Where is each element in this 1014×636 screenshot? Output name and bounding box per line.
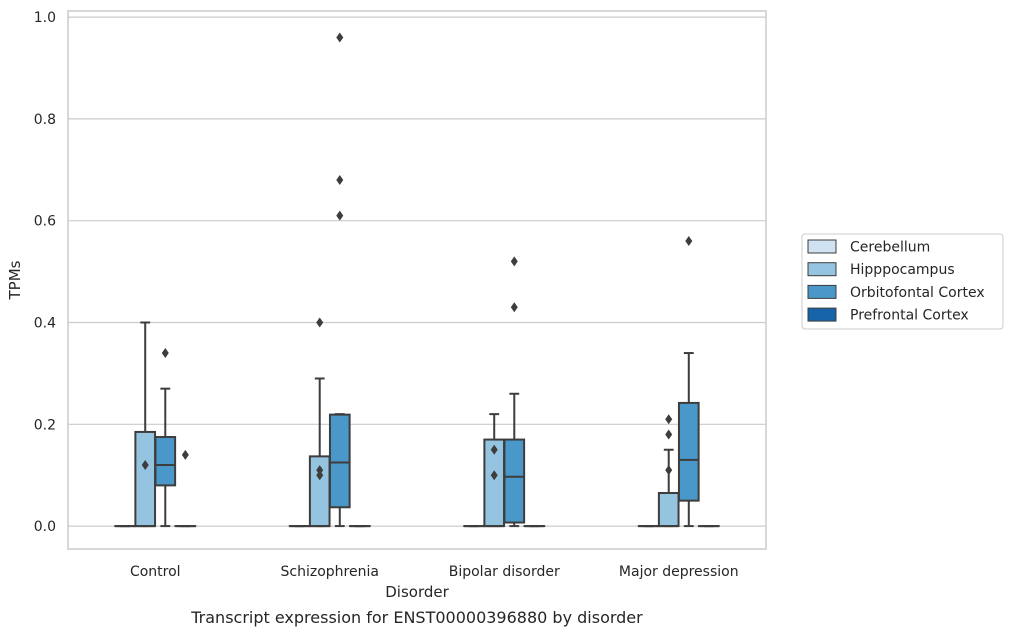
plot-frame	[67, 10, 767, 550]
legend-item: Hipppocampus	[807, 262, 955, 278]
outlier-point	[336, 210, 344, 221]
box-2-0	[154, 348, 177, 528]
box-body	[154, 436, 177, 487]
legend-label: Prefrontal Cortex	[850, 308, 969, 324]
outlier-point	[490, 444, 498, 455]
x-tick-label: Schizophrenia	[281, 564, 379, 580]
legend-label: Orbitofontal Cortex	[850, 285, 985, 301]
y-tick-labels: 0.0 0.2 0.4 0.6 0.8 1.0	[34, 10, 56, 535]
box-1-3	[657, 414, 680, 528]
y-tick-label: 1.0	[34, 10, 56, 26]
outlier-point	[316, 317, 324, 328]
chart-caption: Transcript expression for ENST0000039688…	[190, 608, 643, 627]
outlier-point	[336, 32, 344, 43]
outlier-point	[510, 302, 518, 313]
box-1-1	[308, 317, 331, 528]
y-axis-title: TPMs	[6, 260, 24, 300]
legend-frame	[801, 233, 1004, 330]
legend-item: Orbitofontal Cortex	[807, 284, 985, 301]
legend-swatch	[807, 262, 837, 277]
legend-swatch	[807, 307, 837, 322]
x-tick-label: Bipolar disorder	[449, 564, 560, 580]
outlier-point	[685, 236, 693, 247]
x-tick-label: Major depression	[619, 564, 739, 580]
legend-item: Cerebellum	[807, 239, 930, 256]
outlier-point	[665, 429, 673, 440]
box-1-2	[483, 413, 506, 528]
legend: Cerebellum Hipppocampus Orbitofontal Corte…	[801, 233, 1004, 330]
box-body	[657, 492, 680, 528]
box-1-0	[134, 321, 157, 528]
box-body	[328, 413, 351, 509]
y-tick-label: 0.0	[34, 519, 56, 535]
legend-label: Hipppocampus	[850, 262, 955, 278]
outlier-point	[316, 470, 324, 481]
box-2-1	[328, 32, 351, 528]
y-tick-label: 0.6	[34, 214, 56, 230]
outlier-point	[665, 414, 673, 425]
y-tick-label: 0.8	[34, 112, 56, 128]
outlier-point	[336, 174, 344, 185]
x-tick-label: Control	[130, 564, 181, 580]
box-2-2	[503, 256, 526, 528]
box-body	[134, 430, 157, 528]
outlier-point	[316, 465, 324, 476]
outlier-point	[510, 256, 518, 267]
box-series	[114, 32, 720, 528]
outlier-point	[161, 348, 169, 359]
box-2-3	[677, 236, 700, 528]
box-body	[503, 438, 526, 524]
y-tick-label: 0.2	[34, 417, 56, 433]
outlier-point	[181, 449, 189, 460]
x-axis-title: Disorder	[385, 583, 449, 601]
outlier-point	[665, 465, 673, 476]
box-3-0	[174, 449, 197, 528]
x-tick-labels: Control Schizophrenia Bipolar disorder Majo…	[130, 564, 739, 580]
legend-label: Cerebellum	[850, 240, 930, 256]
legend-swatch	[807, 284, 837, 299]
box-body	[677, 401, 700, 502]
outlier-point	[490, 470, 498, 481]
y-tick-label: 0.4	[34, 316, 56, 332]
outlier-point	[141, 460, 149, 471]
legend-item: Prefrontal Cortex	[807, 307, 969, 324]
legend-swatch	[807, 239, 837, 254]
